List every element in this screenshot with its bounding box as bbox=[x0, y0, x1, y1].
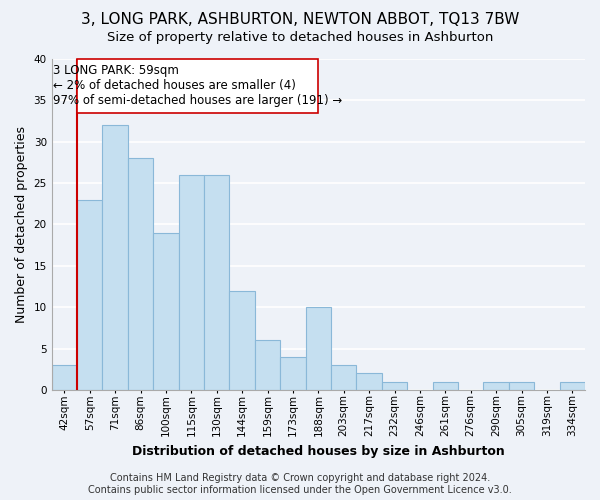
FancyBboxPatch shape bbox=[77, 59, 319, 113]
Bar bbox=[484, 382, 509, 390]
Bar bbox=[52, 365, 77, 390]
Bar bbox=[255, 340, 280, 390]
Text: Contains HM Land Registry data © Crown copyright and database right 2024.
Contai: Contains HM Land Registry data © Crown c… bbox=[88, 474, 512, 495]
Text: 3 LONG PARK: 59sqm
← 2% of detached houses are smaller (4)
97% of semi-detached : 3 LONG PARK: 59sqm ← 2% of detached hous… bbox=[53, 64, 343, 108]
Bar bbox=[356, 374, 382, 390]
Bar bbox=[560, 382, 585, 390]
Bar bbox=[204, 175, 229, 390]
Bar bbox=[153, 232, 179, 390]
Text: Size of property relative to detached houses in Ashburton: Size of property relative to detached ho… bbox=[107, 31, 493, 44]
Bar bbox=[103, 125, 128, 390]
Bar bbox=[331, 365, 356, 390]
Bar bbox=[382, 382, 407, 390]
Bar bbox=[128, 158, 153, 390]
X-axis label: Distribution of detached houses by size in Ashburton: Distribution of detached houses by size … bbox=[132, 444, 505, 458]
Bar bbox=[179, 175, 204, 390]
Bar bbox=[433, 382, 458, 390]
Bar bbox=[77, 200, 103, 390]
Bar bbox=[305, 307, 331, 390]
Bar bbox=[229, 290, 255, 390]
Bar bbox=[280, 357, 305, 390]
Text: 3, LONG PARK, ASHBURTON, NEWTON ABBOT, TQ13 7BW: 3, LONG PARK, ASHBURTON, NEWTON ABBOT, T… bbox=[81, 12, 519, 28]
Bar bbox=[509, 382, 534, 390]
Y-axis label: Number of detached properties: Number of detached properties bbox=[15, 126, 28, 323]
